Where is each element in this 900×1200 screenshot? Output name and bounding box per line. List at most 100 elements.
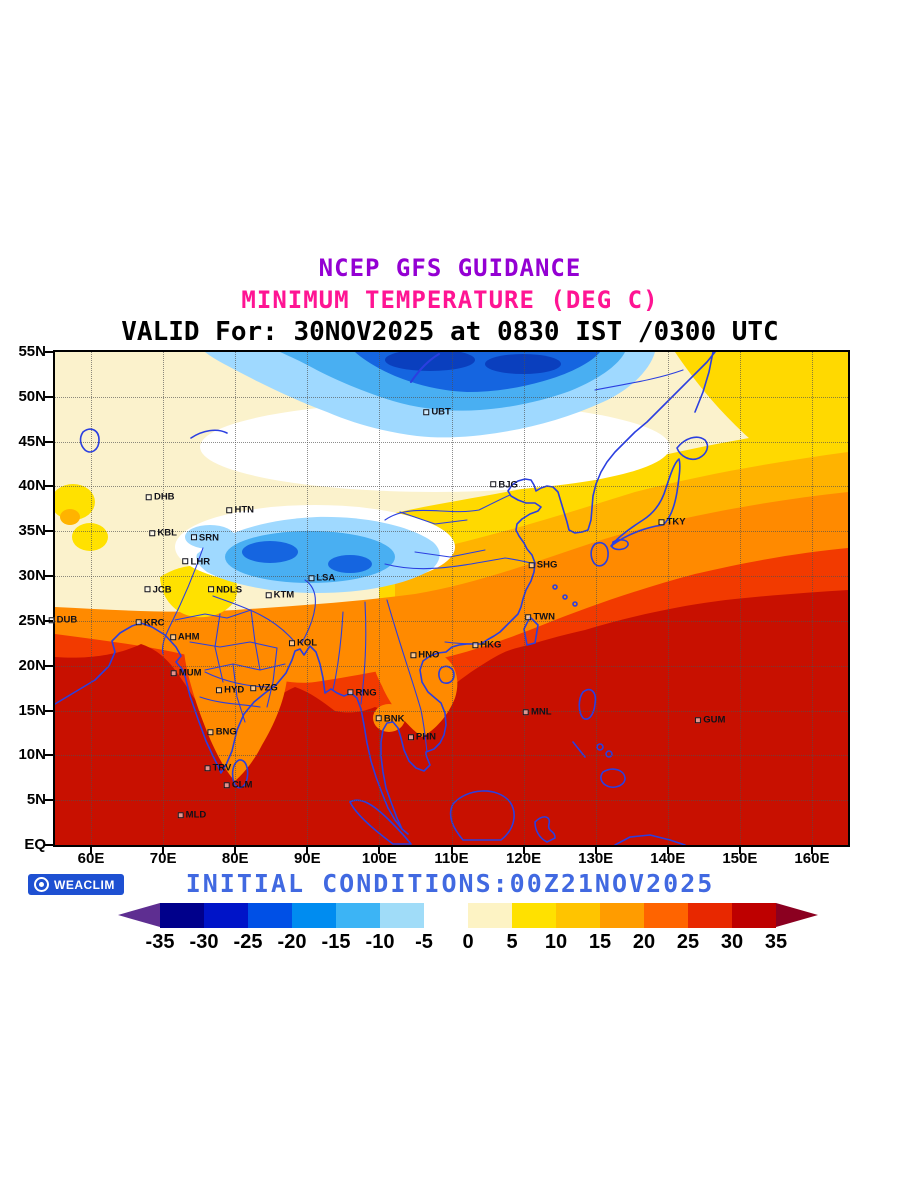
station-code: HNO xyxy=(418,649,440,661)
colorbar-tick-label: 25 xyxy=(676,931,700,953)
colorbar-box xyxy=(424,903,468,928)
colorbar-tick-label: -35 xyxy=(145,931,175,953)
station-layer: UBT BJG DHB HTN KBL SRN LHR JCB NDLS KTM LSA SHG TKY… xyxy=(48,352,848,845)
station-code: KOL xyxy=(296,637,318,649)
colorbar-box xyxy=(204,903,248,928)
station-code: BNG xyxy=(215,726,237,738)
lon-tick-label: 100E xyxy=(361,850,397,867)
colorbar-tick-label: 30 xyxy=(720,931,744,953)
station-marker-icon xyxy=(144,586,151,593)
colorbar-tick-label: -5 xyxy=(415,931,433,953)
badge-label: WEACLIM xyxy=(54,877,115,892)
station-code: KBL xyxy=(157,527,177,539)
station-code: LHR xyxy=(190,555,211,567)
station-code: DHB xyxy=(153,491,175,503)
station-label: TKY xyxy=(658,518,686,528)
station-label: LSA xyxy=(308,573,335,583)
station-code: KTM xyxy=(273,589,295,601)
station-marker-icon xyxy=(472,642,479,649)
station-code: AHM xyxy=(177,631,200,643)
lat-axis-tick xyxy=(45,440,53,443)
lon-axis-tick xyxy=(306,847,309,854)
station-marker-icon xyxy=(177,812,184,819)
station-marker-icon xyxy=(190,534,197,541)
colorbar-tick-label: 0 xyxy=(462,931,474,953)
map-frame: UBT BJG DHB HTN KBL SRN LHR JCB NDLS KTM LSA SHG TKY… xyxy=(48,350,850,847)
station-code: MUM xyxy=(178,667,202,679)
colorbar-box xyxy=(292,903,336,928)
title-block: NCEP GFS GUIDANCE MINIMUM TEMPERATURE (D… xyxy=(0,254,900,347)
station-marker-icon xyxy=(410,651,417,658)
station-marker-icon xyxy=(204,764,211,771)
lon-tick-label: 140E xyxy=(650,850,686,867)
lat-tick-label: 20N xyxy=(18,656,46,674)
lat-tick-label: 10N xyxy=(18,746,46,764)
station-label: PHN xyxy=(407,731,436,743)
lat-tick-label: 5N xyxy=(26,791,46,809)
station-marker-icon xyxy=(216,686,223,693)
station-label: SRN xyxy=(190,533,219,543)
station-marker-icon xyxy=(145,494,152,501)
lat-axis-tick xyxy=(45,619,53,622)
station-label: BJG xyxy=(490,480,518,490)
colorbar-tick-label: -25 xyxy=(233,931,263,953)
station-marker-icon xyxy=(658,519,665,526)
station-marker-icon xyxy=(375,715,382,722)
colorbar-box xyxy=(468,903,512,928)
station-label: HKG xyxy=(472,640,501,650)
lat-axis-tick xyxy=(45,395,53,398)
temperature-colorbar xyxy=(160,903,776,928)
lat-tick-label: 40N xyxy=(18,477,46,495)
lat-axis-tick xyxy=(45,754,53,757)
station-code: RNG xyxy=(355,686,377,698)
colorbar-box xyxy=(600,903,644,928)
page-title: NCEP GFS GUIDANCE xyxy=(318,254,582,282)
station-code: BNK xyxy=(383,712,405,724)
station-marker-icon xyxy=(522,709,529,716)
station-label: VZG xyxy=(250,683,278,693)
station-marker-icon xyxy=(490,481,497,488)
station-marker-icon xyxy=(423,409,430,416)
station-label: JCB xyxy=(144,583,172,595)
lon-axis-tick xyxy=(162,847,165,854)
station-label: GUM xyxy=(695,716,725,726)
weaclim-badge[interactable]: WEACLIM xyxy=(28,874,124,895)
station-code: DUB xyxy=(56,614,78,626)
station-label: KBL xyxy=(149,528,177,538)
colorbar-box xyxy=(160,903,204,928)
station-code: MNL xyxy=(530,706,552,718)
station-marker-icon xyxy=(208,586,215,593)
station-code: VZG xyxy=(258,682,278,694)
station-marker-icon xyxy=(207,729,214,736)
station-code: PHN xyxy=(415,731,436,743)
lat-axis-tick xyxy=(45,799,53,802)
station-marker-icon xyxy=(525,614,532,621)
station-label: MNL xyxy=(522,706,552,718)
colorbar-box xyxy=(688,903,732,928)
lat-tick-label: 25N xyxy=(18,611,46,629)
lon-tick-label: 90E xyxy=(293,850,321,867)
lat-tick-label: 30N xyxy=(18,567,46,585)
colorbar-box xyxy=(512,903,556,928)
station-marker-icon xyxy=(135,619,142,626)
initial-conditions-label: INITIAL CONDITIONS:00Z21NOV2025 xyxy=(185,869,715,898)
map-subtitle: MINIMUM TEMPERATURE (DEG C) xyxy=(241,286,659,314)
station-label: HTN xyxy=(226,505,254,515)
station-marker-icon xyxy=(223,781,230,788)
lon-axis-tick xyxy=(234,847,237,854)
lat-axis-tick xyxy=(45,351,53,353)
colorbar-box xyxy=(732,903,776,928)
station-label: KOL xyxy=(288,637,318,649)
station-code: MLD xyxy=(185,809,207,821)
station-code: JCB xyxy=(152,583,172,595)
colorbar-arrow-left xyxy=(118,903,160,927)
lon-axis-tick xyxy=(378,847,381,854)
station-code: TWN xyxy=(533,611,555,623)
lon-tick-label: 80E xyxy=(221,850,249,867)
colorbar-tick-label: -15 xyxy=(321,931,351,953)
station-marker-icon xyxy=(169,634,176,641)
station-code: KRC xyxy=(143,616,165,628)
lat-tick-label: 35N xyxy=(18,522,46,540)
station-marker-icon xyxy=(149,530,156,537)
station-code: UBT xyxy=(431,406,451,418)
